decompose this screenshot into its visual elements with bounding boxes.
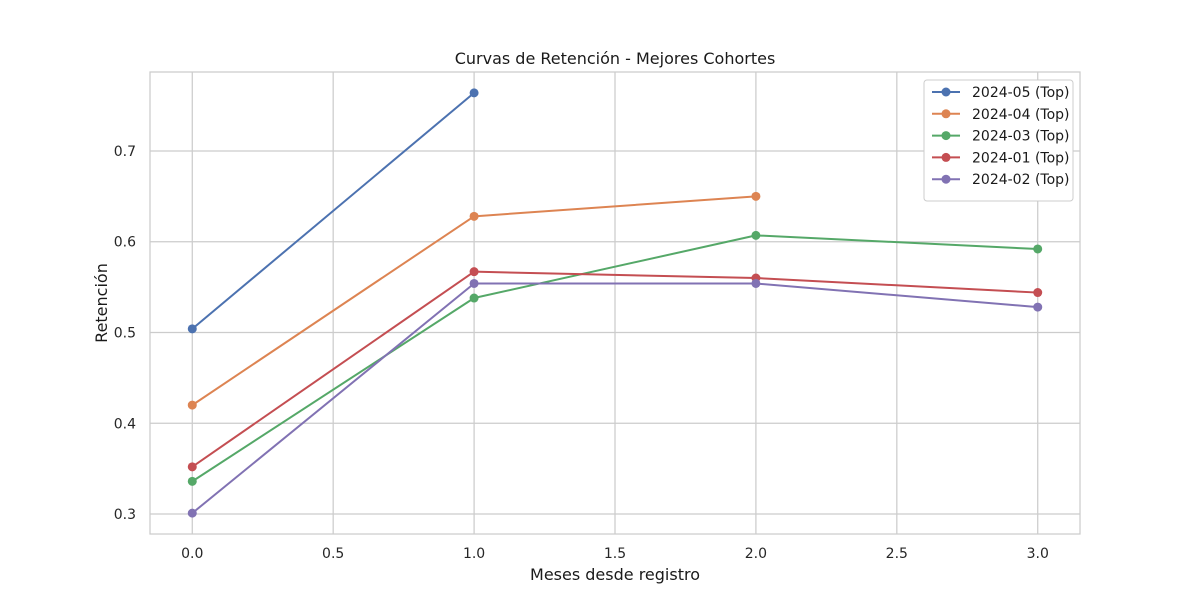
- data-point: [469, 88, 479, 98]
- series-line: [191, 234, 1038, 483]
- y-tick-label: 0.5: [114, 325, 136, 341]
- x-tick-label: 0.5: [322, 546, 344, 562]
- legend-marker: [941, 131, 951, 141]
- y-tick-label: 0.4: [114, 416, 136, 432]
- series-2024-03: [187, 230, 1043, 486]
- data-point: [751, 191, 761, 201]
- x-tick-label: 1.0: [463, 546, 485, 562]
- legend-item: 2024-02 (Top): [932, 172, 1070, 188]
- series-2024-01: [187, 267, 1043, 472]
- x-axis-label: Meses desde registro: [530, 565, 700, 584]
- legend-marker: [941, 109, 951, 119]
- legend-marker: [941, 174, 951, 184]
- data-point: [1033, 288, 1043, 298]
- tick-labels: 0.0 0.5 1.0 1.5 2.0 2.5 3.0 0.3 0.4 0.5 0.6 0.7: [114, 144, 1049, 562]
- legend-marker: [941, 152, 951, 162]
- legend-item: 2024-04 (Top): [932, 107, 1070, 123]
- y-tick-label: 0.7: [114, 144, 136, 160]
- series-line: [191, 92, 475, 330]
- data-point: [469, 211, 479, 221]
- y-tick-label: 0.6: [114, 235, 136, 251]
- legend-item: 2024-03 (Top): [932, 129, 1070, 145]
- x-tick-label: 0.0: [181, 546, 203, 562]
- legend-label: 2024-03 (Top): [972, 129, 1070, 145]
- legend-item: 2024-05 (Top): [932, 85, 1070, 101]
- series-layer: [187, 88, 1043, 518]
- legend: 2024-05 (Top) 2024-04 (Top) 2024-03 (Top) 2…: [923, 79, 1074, 202]
- grid: [150, 72, 1080, 534]
- data-point: [469, 267, 479, 277]
- data-point: [187, 400, 197, 410]
- series-line: [191, 270, 1038, 468]
- legend-label: 2024-02 (Top): [972, 172, 1070, 188]
- legend-label: 2024-04 (Top): [972, 107, 1070, 123]
- data-point: [469, 278, 479, 288]
- data-point: [751, 230, 761, 240]
- data-point: [469, 293, 479, 303]
- data-point: [187, 476, 197, 486]
- data-point: [187, 462, 197, 472]
- legend-marker: [941, 87, 951, 97]
- y-axis-label: Retención: [92, 263, 111, 343]
- legend-item: 2024-01 (Top): [932, 150, 1070, 166]
- series-2024-02: [187, 278, 1043, 518]
- x-tick-label: 2.0: [745, 546, 767, 562]
- legend-box: [923, 79, 1074, 202]
- series-2024-04: [187, 191, 761, 410]
- chart-title: Curvas de Retención - Mejores Cohortes: [455, 49, 776, 68]
- data-point: [751, 278, 761, 288]
- legend-label: 2024-05 (Top): [972, 85, 1070, 101]
- x-tick-label: 1.5: [604, 546, 626, 562]
- data-point: [187, 324, 197, 334]
- data-point: [1033, 302, 1043, 312]
- data-point: [1033, 244, 1043, 254]
- plot-area-frame: [149, 71, 1081, 535]
- data-point: [187, 508, 197, 518]
- series-2024-05: [187, 88, 479, 334]
- x-tick-label: 2.5: [886, 546, 908, 562]
- series-line: [191, 282, 1038, 514]
- x-tick-label: 3.0: [1027, 546, 1049, 562]
- legend-label: 2024-01 (Top): [972, 150, 1070, 166]
- y-tick-label: 0.3: [114, 507, 136, 523]
